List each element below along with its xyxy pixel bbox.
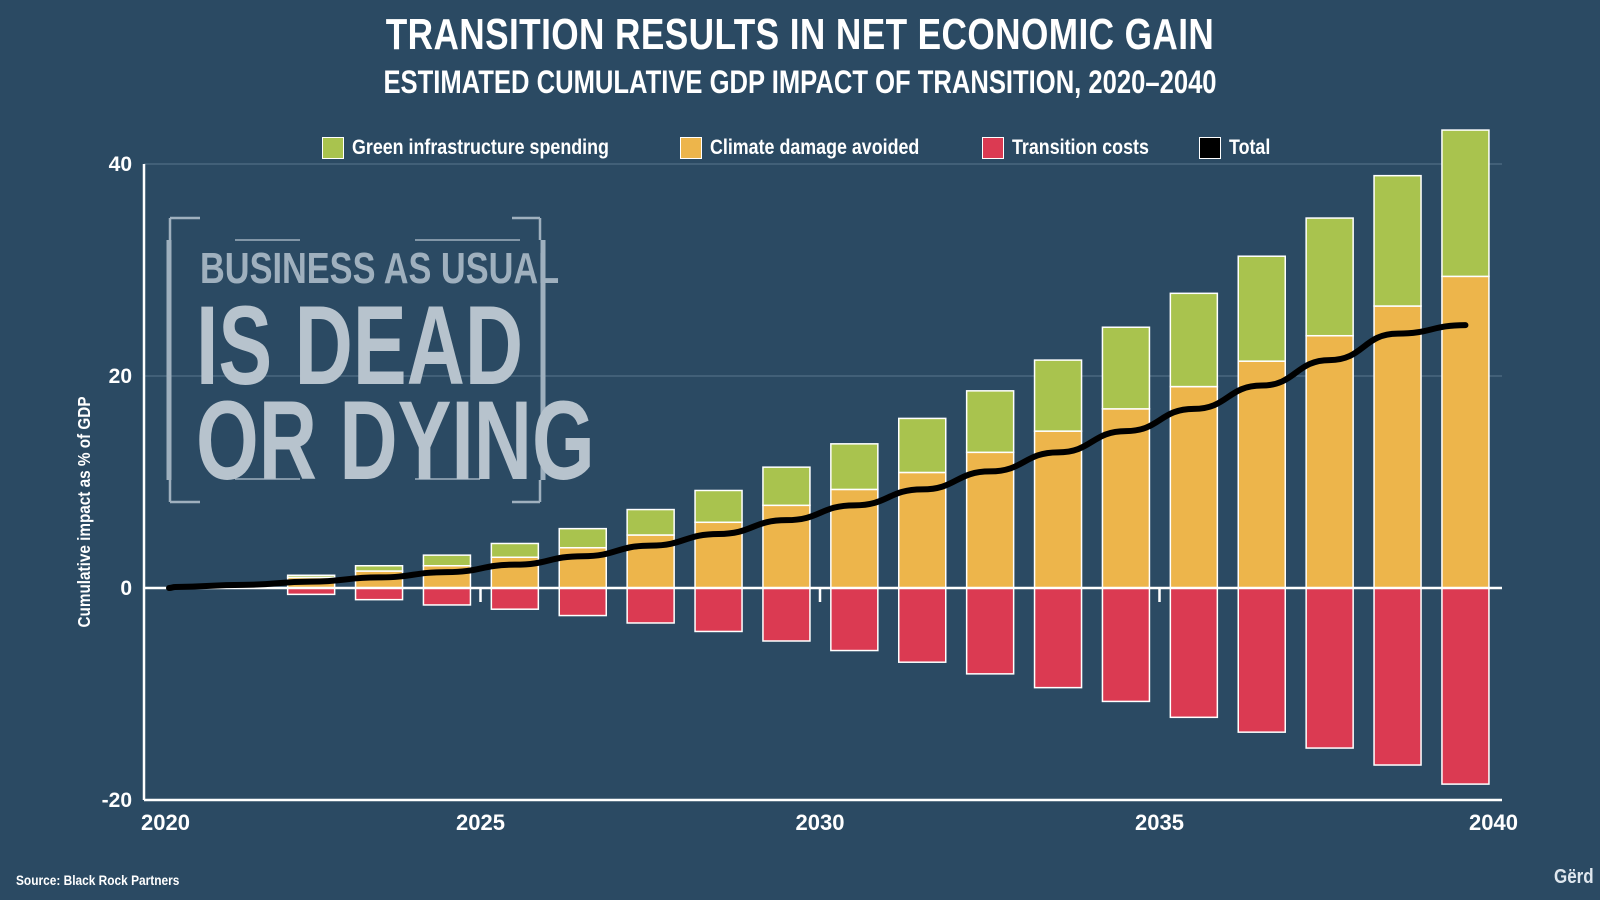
bar-green-2031: [830, 443, 879, 491]
bar-red-2040: [1441, 587, 1490, 785]
axis-layer: 40 20 0 -20 2020 2025 2030 2035 2040: [102, 153, 1518, 835]
bar-red-2027: [558, 587, 607, 617]
legend-label-red: Transition costs: [1012, 136, 1150, 159]
line-layer: [166, 322, 1469, 591]
bar-red-2033: [965, 587, 1015, 675]
bar-green-2034: [1033, 359, 1083, 432]
bar-red-2034: [1033, 587, 1083, 689]
legend-label-orange: Climate damage avoided: [710, 136, 920, 159]
bar-red-2028: [626, 587, 675, 624]
chart-title: TRANSITION RESULTS IN NET ECONOMIC GAIN: [385, 10, 1215, 59]
bar-red-2026: [490, 587, 540, 610]
stamp-corner-tl: [168, 216, 200, 240]
bar-green-2026: [490, 542, 540, 559]
bar-green-2037: [1237, 255, 1286, 362]
bar-red-2025: [422, 587, 472, 606]
bar-orange-2038: [1305, 334, 1354, 589]
source-note: Source: Black Rock Partners: [16, 872, 180, 888]
stamp-line-3: OR DYING: [196, 378, 595, 503]
bar-red-2024: [354, 587, 404, 601]
bar-green-2035: [1101, 326, 1151, 410]
bar-green-2024: [354, 564, 404, 572]
bar-orange-2037: [1237, 360, 1286, 589]
bar-green-2038: [1305, 217, 1354, 337]
bar-green-2033: [965, 390, 1015, 454]
legend-item-orange: Climate damage avoided: [680, 136, 956, 160]
y-tick-label-20: 20: [109, 365, 132, 388]
bar-green-2040: [1441, 129, 1490, 278]
bar-green-2027: [558, 527, 607, 549]
stamp-corner-tr: [512, 216, 542, 240]
bar-green-2036: [1169, 292, 1219, 388]
bar-red-2030: [762, 587, 811, 642]
bar-green-2039: [1373, 174, 1422, 307]
total-line: [166, 322, 1469, 591]
brand-logo: Gërd: [1554, 866, 1594, 888]
x-tick-label-2020: 2020: [141, 810, 190, 835]
y-tick-label-0: 0: [120, 577, 132, 600]
bar-red-2032: [897, 587, 947, 663]
bar-red-2029: [694, 587, 743, 633]
x-tick-label-2025: 2025: [456, 810, 505, 835]
x-tick-label-2040: 2040: [1469, 810, 1518, 835]
bar-green-2029: [694, 489, 743, 524]
stamp-frame: [166, 216, 546, 504]
bar-green-2032: [897, 417, 947, 474]
legend-swatch-green: [321, 137, 344, 159]
bar-orange-2034: [1033, 430, 1083, 589]
stamp-corner-br: [512, 480, 542, 504]
bar-green-2030: [762, 466, 811, 507]
bar-red-2037: [1237, 587, 1286, 733]
bar-red-2039: [1373, 587, 1422, 766]
bar-red-2031: [830, 587, 879, 652]
bar-red-2038: [1305, 587, 1354, 749]
legend-label-green: Green infrastructure spending: [351, 136, 609, 159]
chart-subtitle: ESTIMATED CUMULATIVE GDP IMPACT OF TRANS…: [383, 64, 1217, 100]
y-tick-label-40: 40: [109, 153, 132, 176]
bar-red-2036: [1169, 587, 1219, 719]
x-tick-label-2030: 2030: [796, 810, 845, 835]
x-tick-label-2035: 2035: [1135, 810, 1184, 835]
bar-orange-2036: [1169, 385, 1219, 589]
bar-green-2028: [626, 508, 675, 536]
bar-orange-2039: [1373, 305, 1422, 589]
legend-swatch-total: [1199, 137, 1222, 159]
legend-item-green: Green infrastructure spending: [321, 136, 654, 160]
legend-swatch-red: [982, 137, 1005, 159]
bar-red-2035: [1101, 587, 1151, 703]
bar-green-2023: [286, 574, 336, 579]
legend-label-total: Total: [1229, 136, 1271, 159]
y-axis-label: Cumulative impact as % of GDP: [74, 396, 94, 627]
legend-item-total: Total: [1199, 136, 1278, 160]
bar-green-2025: [422, 554, 472, 567]
stamp-corner-bl: [168, 480, 200, 504]
legend-item-red: Transition costs: [982, 136, 1173, 160]
y-tick-label--20: -20: [102, 789, 132, 812]
chart-legend: Green infrastructure spending Climate da…: [0, 136, 1600, 160]
legend-swatch-orange: [680, 137, 703, 159]
bar-orange-2035: [1101, 408, 1151, 589]
